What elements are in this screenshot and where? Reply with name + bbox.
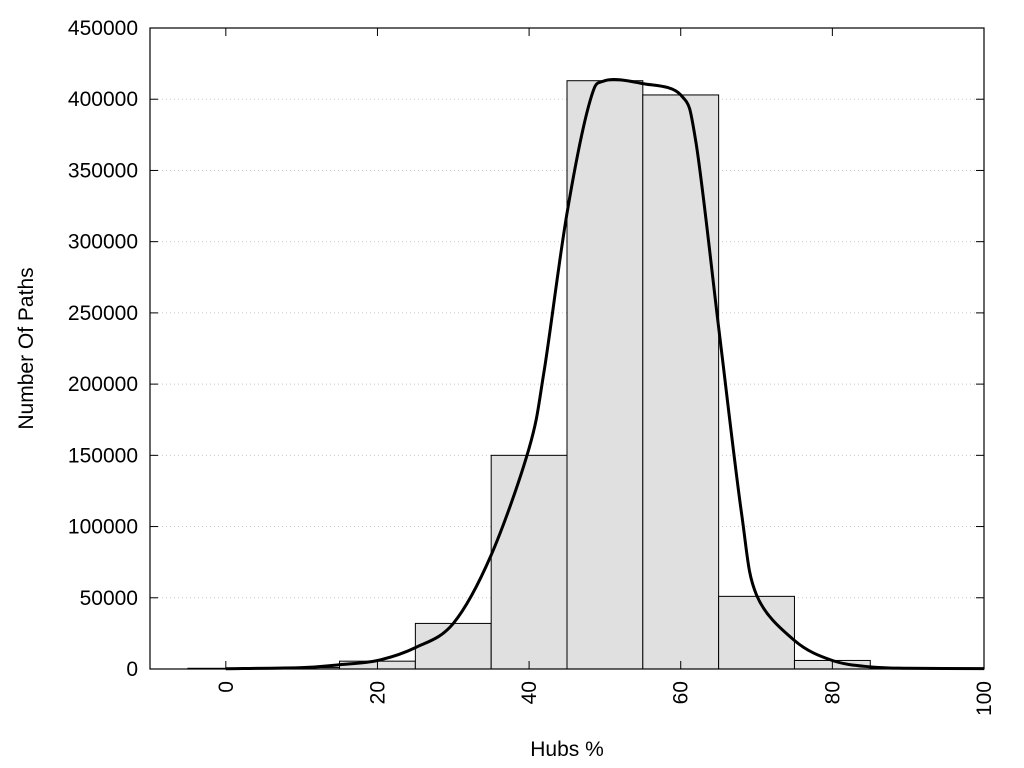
y-tick-label: 300000 xyxy=(68,231,138,254)
histogram-bar xyxy=(642,94,720,670)
y-tick-label: 150000 xyxy=(68,444,138,467)
y-axis-title: Number Of Paths xyxy=(15,267,38,429)
y-tick-label: 0 xyxy=(126,658,138,681)
y-tick-label: 350000 xyxy=(68,159,138,182)
y-axis-ticks: 0 50000 100000 150000 200000 250000 300000 3500… xyxy=(68,17,984,681)
x-tick-label: 60 xyxy=(670,681,693,704)
x-tick-label: 80 xyxy=(821,681,844,704)
y-tick-label: 50000 xyxy=(80,587,138,610)
y-tick-label: 450000 xyxy=(68,17,138,40)
x-tick-label: 0 xyxy=(215,681,238,693)
x-axis-ticks: 0 20 40 60 80 100 xyxy=(215,28,996,716)
x-tick-label: 20 xyxy=(366,681,389,704)
y-tick-label: 200000 xyxy=(68,373,138,396)
y-tick-label: 100000 xyxy=(68,516,138,539)
y-tick-label: 400000 xyxy=(68,88,138,111)
histogram-bar xyxy=(566,80,644,670)
histogram-bars xyxy=(187,80,947,670)
plot-frame xyxy=(149,27,985,670)
histogram-bar xyxy=(718,595,795,670)
x-axis-title: Hubs % xyxy=(530,738,604,761)
x-tick-label: 100 xyxy=(973,681,996,716)
density-curve xyxy=(225,78,985,671)
x-tick-label: 40 xyxy=(518,681,541,704)
y-tick-label: 250000 xyxy=(68,302,138,325)
histogram-bar xyxy=(490,454,568,670)
histogram-bar xyxy=(414,622,492,670)
